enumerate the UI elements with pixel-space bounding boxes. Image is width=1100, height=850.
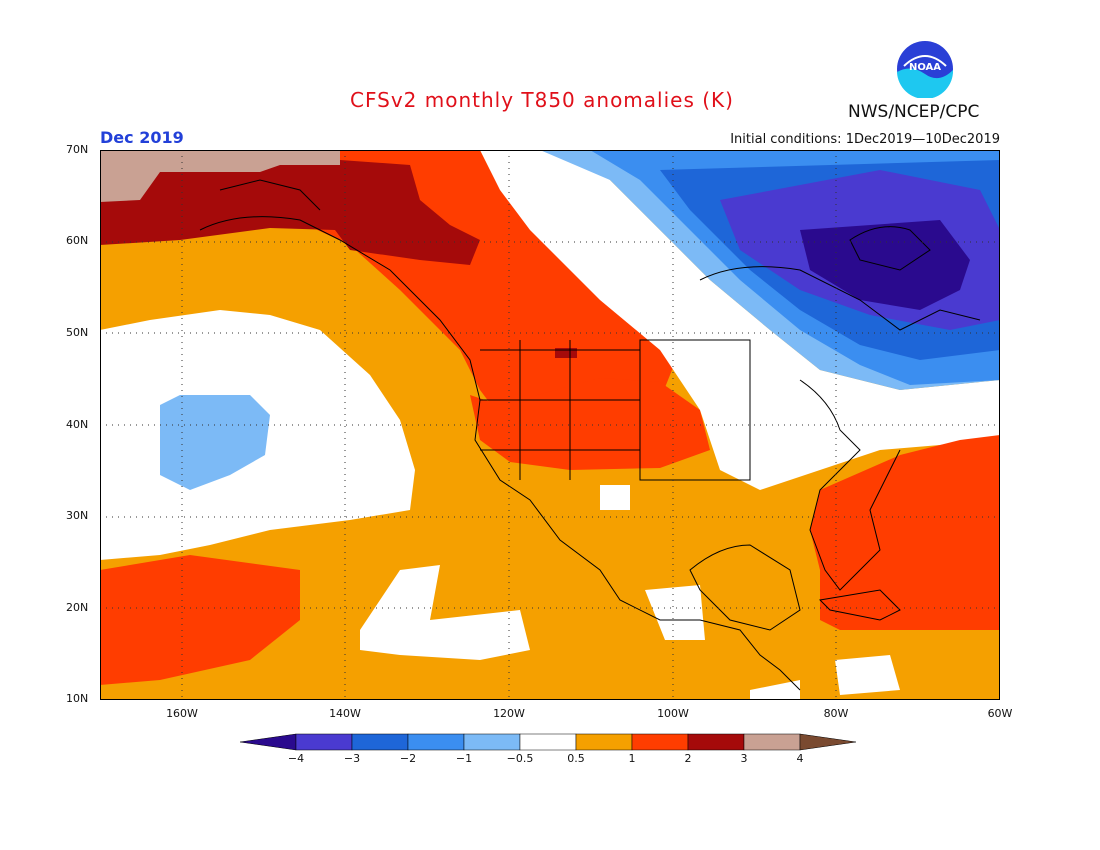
colorbar-tick-label: −4 (287, 752, 305, 765)
colorbar-segment (519, 733, 577, 751)
lat-label: 20N (66, 601, 89, 614)
colorbar-segment (463, 733, 521, 751)
colorbar-tick-label: −0.5 (506, 752, 534, 765)
lat-label: 70N (66, 143, 89, 156)
colorbar-tick-label: −2 (399, 752, 417, 765)
lon-label: 160W (166, 707, 198, 720)
chart-title: CFSv2 monthly T850 anomalies (K) (350, 88, 734, 112)
colorbar-segment (687, 733, 745, 751)
lat-label: 40N (66, 418, 89, 431)
lat-label: 60N (66, 234, 89, 247)
lon-label: 120W (493, 707, 525, 720)
colorbar-tick-label: 2 (684, 752, 692, 765)
anomaly-map (100, 150, 1000, 700)
lat-label: 10N (66, 692, 89, 705)
initial-conditions-label: Initial conditions: 1Dec2019—10Dec2019 (730, 132, 1000, 147)
colorbar-tick-label: −1 (455, 752, 473, 765)
lon-label: 100W (657, 707, 689, 720)
lat-label: 30N (66, 509, 89, 522)
colorbar-segment (575, 733, 633, 751)
colorbar-segment (407, 733, 465, 751)
colorbar-segment (799, 733, 857, 751)
agency-label: NWS/NCEP/CPC (848, 102, 980, 122)
colorbar-segment (743, 733, 801, 751)
anomaly-field (100, 150, 1000, 700)
colorbar-tick-label: 1 (628, 752, 636, 765)
lon-label: 140W (329, 707, 361, 720)
colorbar-segment (351, 733, 409, 751)
lon-label: 80W (823, 707, 849, 720)
month-label: Dec 2019 (100, 128, 184, 147)
colorbar-segment (239, 733, 297, 751)
lon-label: 60W (987, 707, 1013, 720)
colorbar-tick-label: 3 (740, 752, 748, 765)
logo-text: NOAA (909, 62, 941, 73)
lat-label: 50N (66, 326, 89, 339)
colorbar-segment (295, 733, 353, 751)
colorbar-tick-label: −3 (343, 752, 361, 765)
noaa-logo: NOAA (897, 41, 954, 98)
colorbar-tick-label: 4 (796, 752, 804, 765)
colorbar-tick-label: 0.5 (567, 752, 585, 765)
colorbar-segment (631, 733, 689, 751)
